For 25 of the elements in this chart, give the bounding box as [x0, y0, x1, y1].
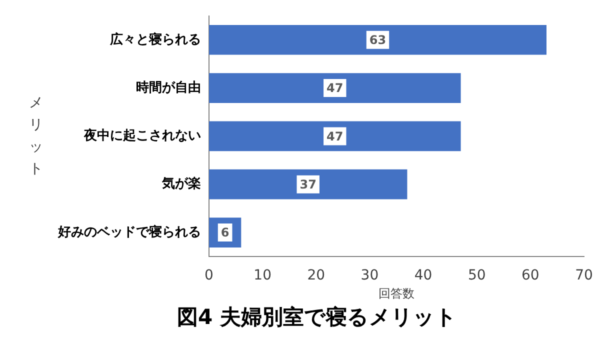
x-tick-label: 30	[360, 268, 379, 284]
y-tick-label: 広々と寝られる	[109, 31, 201, 48]
x-tick-label: 60	[522, 268, 540, 284]
y-axis-title: メリット	[29, 94, 43, 177]
x-axis-title: 回答数	[378, 286, 414, 301]
bar	[209, 73, 461, 103]
text: 図4 夫婦別室で寝るメリット	[177, 304, 457, 329]
y-tick-label: 夜中に起こされない	[83, 128, 201, 144]
x-tick-label: 70	[575, 268, 593, 284]
data-label: 47	[326, 129, 344, 144]
data-label: 37	[300, 177, 316, 192]
bar	[209, 24, 546, 55]
y-tick-label: 好みのベッドで寝られる	[57, 224, 201, 240]
x-tick-label: 20	[307, 268, 326, 284]
x-tick-label: 50	[468, 268, 486, 284]
data-label: 6	[220, 226, 230, 240]
data-label: 63	[369, 33, 386, 48]
y-tick-label: 気が楽	[161, 176, 201, 192]
bar	[209, 169, 408, 200]
data-label: 47	[326, 81, 344, 96]
y-tick-label: 時間が自由	[136, 80, 201, 96]
x-tick-label: 10	[254, 268, 272, 284]
bar	[209, 121, 461, 152]
x-tick-label: 40	[414, 268, 432, 284]
x-tick-label: 0	[204, 268, 214, 284]
